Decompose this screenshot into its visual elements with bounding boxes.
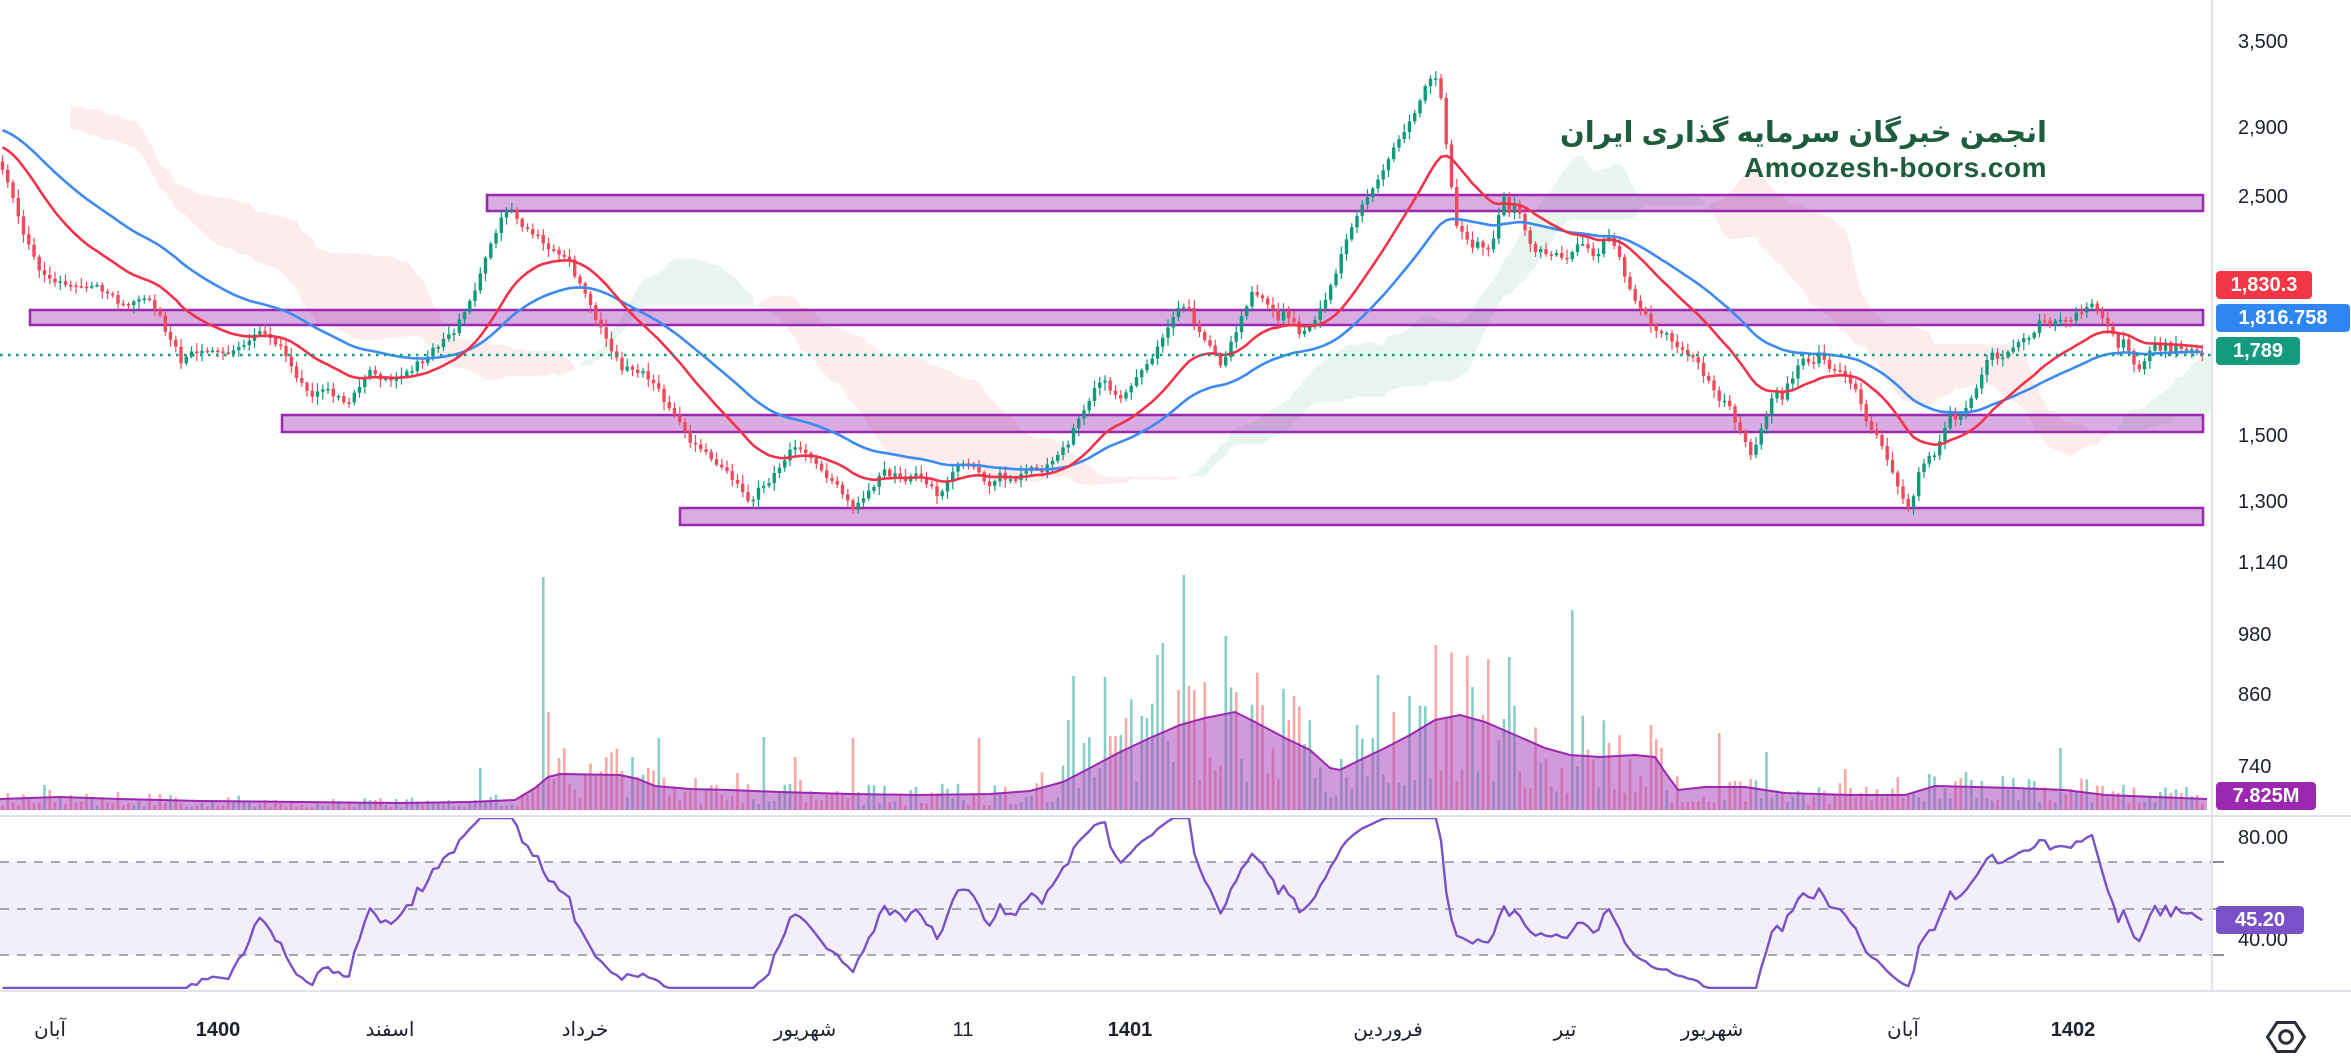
price-axis-label: 2,900 <box>2238 117 2289 139</box>
price-axis-label: 980 <box>2238 624 2272 646</box>
time-axis-label: فروردین <box>1353 1019 1423 1041</box>
watermark-line1: انجمن خبرگان سرمایه گذاری ایران <box>1559 117 2047 149</box>
hexagon-logo-icon[interactable] <box>2264 1017 2308 1057</box>
price-axis-label: 2,500 <box>2238 186 2289 208</box>
time-axis-label: شهریور <box>1680 1019 1744 1041</box>
volume-badge: 7.825M <box>2216 782 2316 810</box>
time-axis-label: شهریور <box>773 1019 837 1041</box>
rsi-axis-label: 80.00 <box>2238 827 2289 849</box>
time-axis-label: 1400 <box>195 1019 241 1041</box>
price-axis-label: 860 <box>2238 684 2272 706</box>
last-price-badge: 1,789 <box>2216 337 2300 365</box>
time-axis-label: اسفند <box>365 1019 415 1041</box>
time-axis-label: آبان <box>1887 1019 1919 1041</box>
price-axis-label: 1,140 <box>2238 552 2289 574</box>
rsi-value-badge: 45.20 <box>2216 906 2304 934</box>
time-axis-label: تیر <box>1553 1019 1577 1041</box>
price-axis-label: 1,300 <box>2238 491 2289 513</box>
watermark-line2: Amoozesh-boors.com <box>1743 151 2047 183</box>
time-axis-label: 11 <box>952 1019 974 1041</box>
ma-slow-price-badge: 1,816.758 <box>2216 304 2350 332</box>
rsi-axis-label: 40.00 <box>2238 929 2289 951</box>
time-axis-label: 1401 <box>1107 1019 1153 1041</box>
time-axis-label: خرداد <box>561 1019 609 1041</box>
price-axis-label: 3,500 <box>2238 31 2289 53</box>
watermark: انجمن خبرگان سرمایه گذاری ایران Amoozesh… <box>1560 116 2047 184</box>
time-axis-label: آبان <box>34 1019 66 1041</box>
time-axis-label: 1402 <box>2050 1019 2096 1041</box>
ma-fast-price-badge: 1,830.3 <box>2216 271 2312 299</box>
price-axis-label: 1,500 <box>2238 425 2289 447</box>
time-axis-scale[interactable]: آبان 1400 اسفند خرداد شهریور 11 1401 فروردین تیر… <box>0 1016 2351 1046</box>
price-axis-label: 740 <box>2238 756 2272 778</box>
